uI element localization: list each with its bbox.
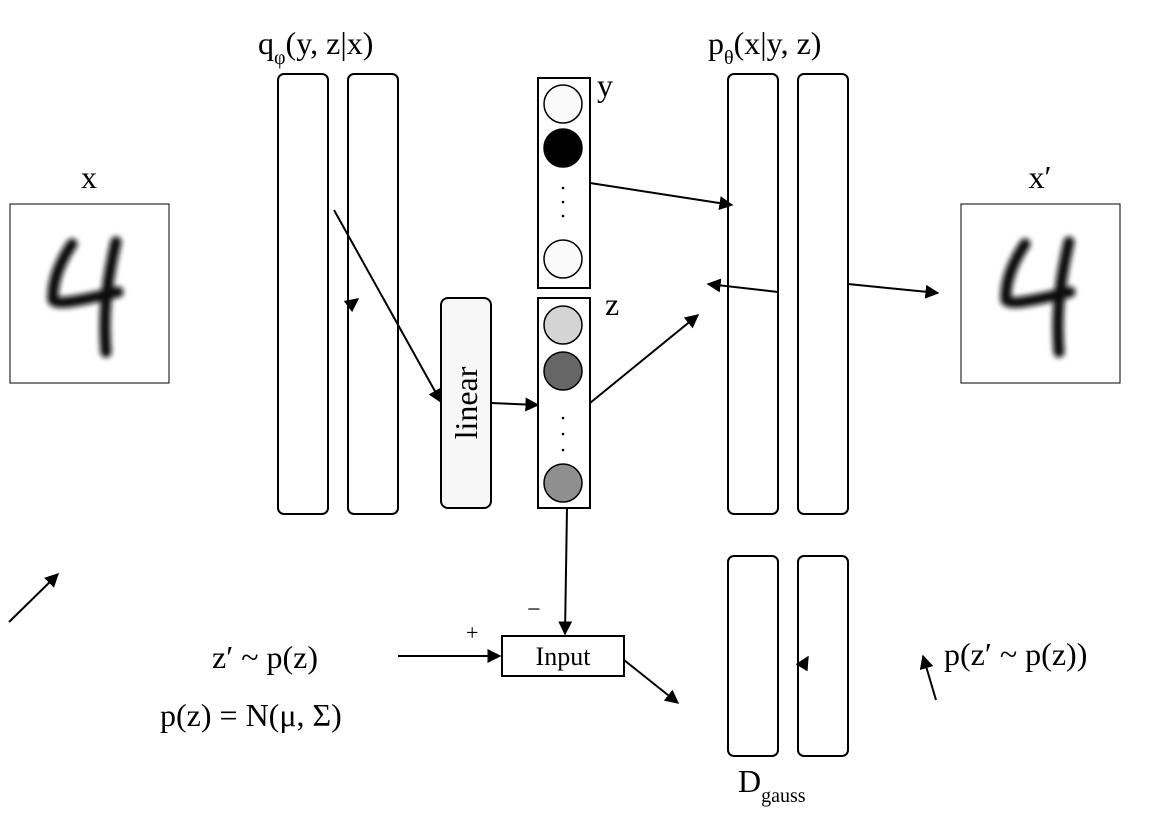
digit-four-glyph (47, 236, 124, 358)
arrow-z-to-input (558, 507, 573, 636)
z-unit (543, 305, 583, 345)
y-unit (543, 239, 583, 279)
linear-label: linear (448, 366, 484, 439)
z-unit (543, 351, 583, 391)
input-image (9, 203, 170, 384)
z-unit (543, 463, 583, 503)
arrow-decoder-back (706, 278, 779, 293)
y-unit (543, 128, 583, 168)
encoder-layer-2 (347, 73, 399, 515)
prior-sample-text: z′ ~ p(z) (212, 639, 318, 675)
z-label: z (605, 286, 619, 322)
discriminator-layer-1 (727, 555, 779, 757)
arrow-inner-encoder (343, 298, 360, 313)
decoder-layer-1 (727, 73, 779, 515)
arrow-input-to-discriminator (623, 659, 680, 704)
y-ellipsis (561, 186, 565, 218)
y-label: y (597, 67, 613, 103)
discriminator-label: Dgauss (738, 763, 806, 807)
encoder-label: qφ(y, z|x) (258, 25, 373, 69)
prior-distribution-text: p(z) = N(μ, Σ) (160, 697, 342, 733)
arrow-discriminator-output (919, 654, 937, 701)
decoder-layer-2 (797, 73, 849, 515)
x-prime-label: x′ (1029, 159, 1052, 195)
decoder-label: pθ(x|y, z) (708, 25, 821, 69)
reconstructed-image (960, 203, 1121, 384)
arrow-decoder-to-output (847, 283, 940, 299)
minus-sign: − (527, 597, 541, 623)
plus-sign: + (466, 620, 478, 645)
y-unit (543, 84, 583, 124)
digit-four-glyph (1000, 236, 1076, 358)
z-ellipsis (561, 416, 565, 452)
x-label: x (81, 159, 97, 195)
arrow-y-to-decoder (589, 182, 734, 210)
input-box (501, 635, 625, 677)
input-label: Input (536, 642, 592, 671)
discriminator-layer-2 (797, 555, 849, 757)
connection-arrows (8, 182, 940, 704)
encoder-layer-1 (277, 73, 329, 515)
arrow-bottom-left (8, 573, 60, 623)
arrow-inner-discriminator (795, 655, 809, 672)
arrow-linear-to-z (490, 397, 540, 412)
discriminator-output-text: p(z′ ~ p(z)) (944, 636, 1087, 672)
arrow-z-to-decoder (589, 314, 700, 404)
arrow-encoder-to-linear (333, 209, 442, 404)
